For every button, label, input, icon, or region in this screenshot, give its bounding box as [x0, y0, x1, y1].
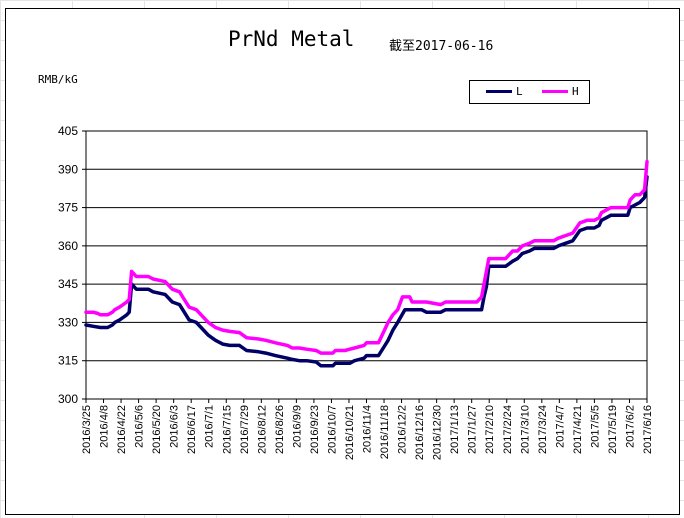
x-tick-label: 2017/5/5	[589, 405, 601, 448]
x-tick-label: 2016/11/18	[379, 405, 391, 459]
x-tick-label: 2017/1/27	[467, 405, 479, 454]
x-tick-label: 2017/6/2	[624, 405, 636, 448]
y-tick-label: 390	[58, 162, 78, 176]
x-tick-label: 2016/8/12	[256, 405, 268, 454]
x-tick-label: 2016/9/23	[309, 405, 321, 454]
series-line-l[interactable]	[84, 175, 649, 368]
x-tick-label: 2016/8/26	[274, 405, 286, 454]
legend-label-l: L	[516, 85, 523, 98]
series-line-h[interactable]	[84, 159, 649, 355]
chart-subtitle: 截至2017-06-16	[389, 39, 494, 54]
legend-label-h: H	[572, 85, 579, 98]
x-tick-label: 2017/2/24	[502, 405, 514, 454]
y-tick-label: 360	[58, 239, 78, 253]
y-tick-label: 300	[58, 392, 78, 406]
x-tick-label: 2016/5/6	[134, 405, 146, 448]
y-tick-label: 315	[58, 354, 78, 368]
x-tick-label: 2016/3/25	[81, 405, 93, 454]
x-tick-label: 2017/1/13	[449, 405, 461, 454]
x-tick-label: 2016/9/9	[291, 405, 303, 448]
legend-swatch-l	[486, 90, 512, 93]
y-axis-unit-label: RMB/kG	[38, 73, 78, 86]
x-tick-label: 2016/7/29	[239, 405, 251, 454]
x-tick-label: 2016/4/22	[116, 405, 128, 454]
x-tick-label: 2016/10/21	[344, 405, 356, 460]
x-tick-label: 2016/4/8	[99, 405, 111, 448]
x-tick-label: 2016/7/15	[221, 405, 233, 454]
x-tick-label: 2016/10/7	[326, 405, 338, 454]
x-tick-label: 2016/7/1	[204, 405, 216, 448]
x-tick-label: 2016/12/30	[432, 405, 444, 460]
x-tick-label: 2016/11/4	[362, 405, 374, 453]
chart-title: PrNd Metal	[228, 27, 355, 51]
y-tick-label: 405	[58, 124, 78, 138]
x-tick-label: 2016/5/20	[151, 405, 163, 454]
x-tick-label: 2017/3/10	[519, 405, 531, 454]
x-tick-label: 2016/6/17	[186, 405, 198, 454]
plot-area	[85, 130, 648, 400]
y-tick-label: 375	[58, 201, 78, 215]
legend[interactable]: L H	[469, 80, 590, 104]
x-tick-label: 2016/12/2	[397, 405, 409, 454]
x-tick-label: 2017/4/7	[554, 405, 566, 448]
x-tick-label: 2017/6/16	[642, 405, 654, 454]
y-tick-label: 345	[58, 277, 78, 291]
legend-swatch-h	[542, 90, 568, 93]
x-tick-label: 2017/4/21	[572, 405, 584, 454]
x-tick-label: 2017/5/19	[607, 405, 619, 454]
x-tick-label: 2016/12/16	[414, 405, 426, 460]
x-tick-label: 2017/3/24	[537, 405, 549, 454]
x-tick-label: 2017/2/10	[484, 405, 496, 454]
y-tick-label: 330	[58, 315, 78, 329]
x-tick-label: 2016/6/3	[169, 405, 181, 448]
